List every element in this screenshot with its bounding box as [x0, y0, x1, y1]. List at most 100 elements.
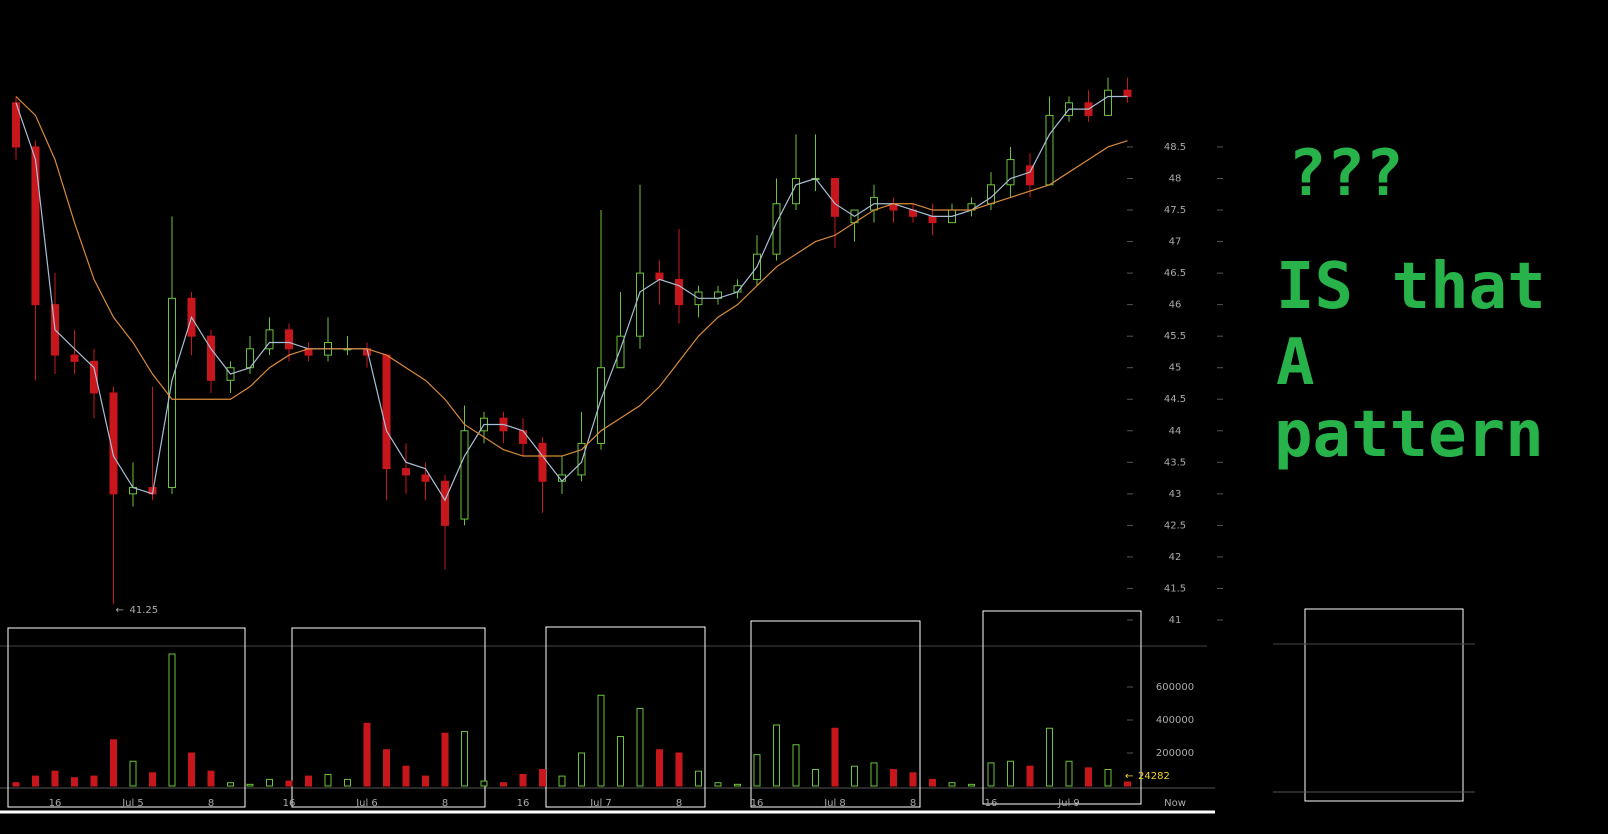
- candle-body: [655, 272, 664, 280]
- y-tick-label: 44.5: [1164, 394, 1186, 405]
- x-tick-label: 16: [517, 798, 530, 809]
- x-tick-label: 8: [442, 798, 448, 809]
- volume-bar: [1104, 769, 1112, 787]
- y-tick-label: 44: [1169, 426, 1182, 437]
- candle-body: [90, 360, 98, 394]
- x-tick-label: 16: [985, 798, 998, 809]
- volume-bar: [266, 778, 273, 787]
- candle-body: [441, 480, 449, 526]
- x-tick-label: 16: [49, 798, 62, 809]
- candle-body: [1006, 159, 1015, 186]
- volume-bar: [1085, 767, 1092, 787]
- annotation: ???: [1288, 137, 1404, 211]
- volume-bar: [51, 770, 59, 787]
- volume-bar: [948, 782, 956, 787]
- volume-bar: [519, 773, 527, 787]
- candle-body: [168, 297, 176, 489]
- volume-bar: [1065, 760, 1073, 787]
- highlight-boxes: [7, 608, 1464, 808]
- candle-body: [675, 278, 683, 306]
- y-tick-label: 400000: [1156, 715, 1194, 726]
- volume-bar: [773, 724, 780, 787]
- volume-bar: [851, 765, 858, 787]
- volume-bar: [32, 775, 39, 787]
- y-tick-label: 46.5: [1164, 268, 1186, 279]
- y-tick-label: 46: [1169, 300, 1182, 311]
- y-tick-label: 48: [1169, 173, 1182, 184]
- volume-bar: [714, 782, 722, 787]
- y-tick-label: 41.5: [1164, 583, 1186, 594]
- volume-bar: [461, 731, 468, 787]
- x-tick-label: Jul 7: [589, 798, 612, 809]
- volume-bar: [753, 754, 761, 787]
- x-tick-label: 8: [208, 798, 214, 809]
- volume-bar: [480, 780, 488, 787]
- volume-bar: [617, 736, 624, 787]
- x-tick-label: 16: [283, 798, 296, 809]
- volume-bar: [110, 739, 117, 787]
- volume-bar: [363, 722, 371, 787]
- volume-bar: [695, 770, 702, 787]
- candle-body: [1123, 89, 1132, 98]
- candle-body: [831, 177, 839, 217]
- y-tick-label: 47: [1169, 237, 1182, 248]
- candle-body: [538, 442, 547, 482]
- volume-bar: [1007, 760, 1014, 787]
- y-tick-label: 200000: [1156, 748, 1194, 759]
- y-tick-label: 47.5: [1164, 205, 1186, 216]
- volume-bar: [792, 744, 800, 787]
- y-tick-label: 43.5: [1164, 457, 1186, 468]
- volume-bar: [1026, 765, 1034, 787]
- y-tick-label: 43: [1169, 489, 1182, 500]
- y-tick-label: 41: [1169, 615, 1182, 626]
- volume-bar: [441, 732, 449, 787]
- volume-bar: [812, 769, 819, 787]
- volume-bar: [929, 778, 936, 787]
- volume-bar: [890, 769, 897, 787]
- candle-body: [421, 474, 430, 482]
- candle-body: [31, 146, 40, 306]
- low-label: 41.25: [130, 605, 159, 616]
- y-tick-label: 600000: [1156, 682, 1194, 693]
- moving-average: [15, 96, 1128, 457]
- highlight-box: [291, 627, 486, 808]
- y-tick-label: 42: [1169, 552, 1182, 563]
- volume-bar: [539, 769, 546, 787]
- volume-bar: [597, 694, 605, 787]
- highlight-box: [750, 620, 921, 808]
- low-arrow: ←: [116, 605, 124, 616]
- volume-bar: [402, 765, 410, 787]
- highlight-box: [982, 610, 1142, 805]
- volume-bar: [149, 772, 156, 787]
- candle-body: [616, 335, 625, 369]
- volume-bar: [129, 760, 137, 787]
- volume-bar: [207, 770, 215, 787]
- volume-bar: [285, 780, 293, 787]
- volume-bar: [305, 775, 312, 787]
- volume-bar: [1046, 727, 1053, 787]
- candle-body: [636, 272, 644, 337]
- volume-bar: [71, 777, 78, 787]
- candle-body: [460, 430, 469, 520]
- volume-bar: [870, 762, 878, 787]
- volume-bar: [227, 782, 234, 787]
- candle-body: [207, 335, 215, 381]
- volume-bar: [558, 775, 566, 787]
- candle-body: [1026, 165, 1034, 186]
- y-tick-label: 48.5: [1164, 142, 1186, 153]
- volume-bar: [168, 653, 176, 787]
- volume-bar: [90, 775, 98, 787]
- candle-body: [597, 367, 605, 444]
- volume-bar: [383, 749, 390, 787]
- volume-bar: [188, 752, 195, 787]
- volume-bar: [344, 778, 351, 787]
- volume-bar: [12, 782, 20, 787]
- volume-bar: [636, 707, 644, 787]
- candle-body: [519, 430, 527, 444]
- volume-bar: [831, 727, 839, 787]
- annotation: IS that: [1276, 250, 1546, 324]
- highlight-box: [1304, 608, 1464, 802]
- candle-body: [1045, 114, 1054, 186]
